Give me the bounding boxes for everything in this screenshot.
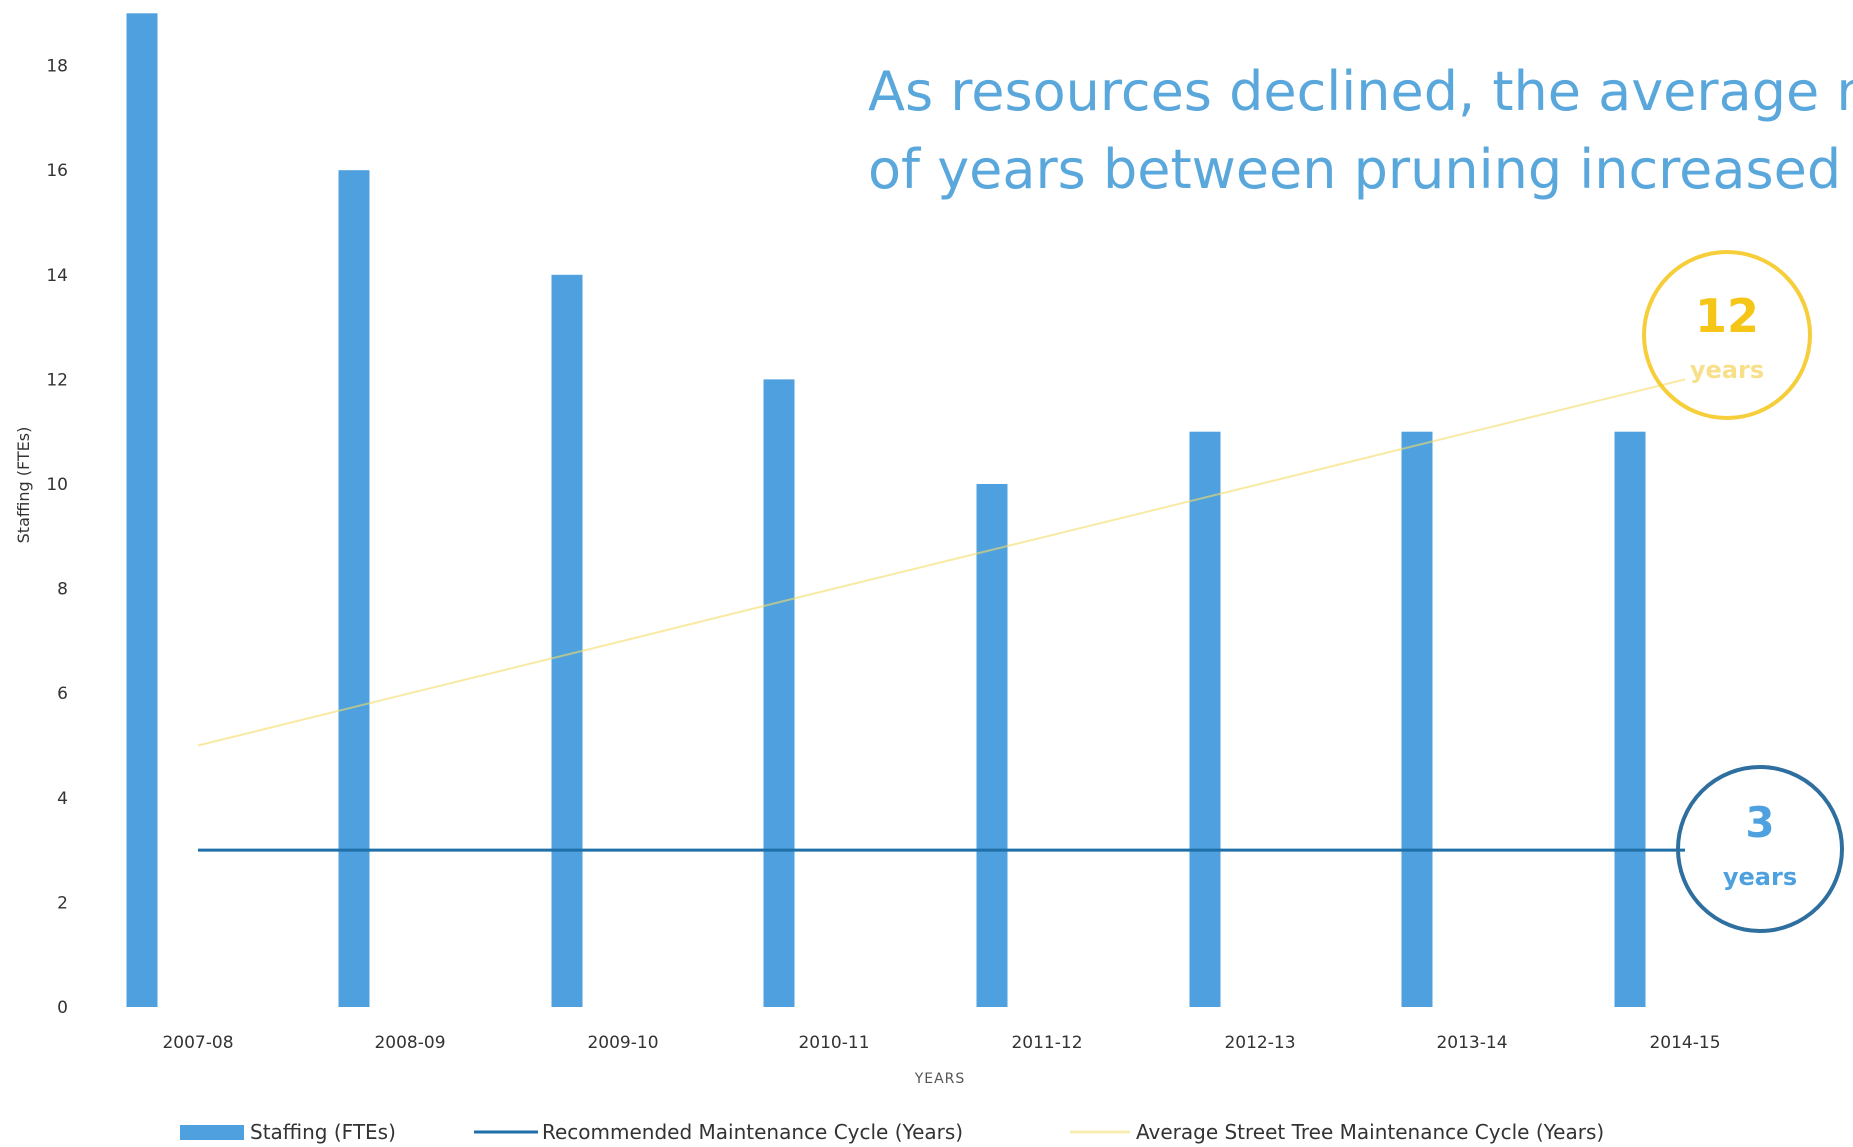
y-tick-label: 2 [57, 893, 68, 913]
bar-2009-10 [551, 274, 583, 1007]
legend-swatch-staffing [180, 1125, 244, 1140]
callout-value-recommended: 3 [1745, 798, 1774, 847]
y-tick-label: 10 [46, 475, 68, 495]
y-tick-label: 6 [57, 684, 68, 704]
y-tick-label: 8 [57, 580, 68, 600]
callouts: 12 years 3 years [1642, 250, 1844, 933]
chart-title-line-1: As resources declined, the average nu [868, 60, 1853, 123]
bar-2010-11 [763, 379, 795, 1007]
average-cycle-line [197, 378, 1686, 747]
y-tick-label: 4 [57, 789, 68, 809]
x-tick-label: 2009-10 [587, 1033, 658, 1053]
x-tick-label: 2013-14 [1436, 1033, 1507, 1053]
callout-circle-average [1642, 250, 1812, 420]
x-axis-label: YEARS [914, 1071, 966, 1087]
y-tick-label: 16 [46, 161, 68, 181]
y-tick-label: 14 [46, 266, 68, 286]
y-axis-label: Staffing (FTEs) [14, 427, 33, 544]
x-tick-label: 2008-09 [374, 1033, 445, 1053]
bar-2008-09 [338, 170, 370, 1007]
callout-label-recommended: years [1723, 863, 1797, 891]
callout-circle-recommended [1676, 765, 1844, 933]
bar-2011-12 [976, 484, 1008, 1007]
x-tick-label: 2012-13 [1224, 1033, 1295, 1053]
y-tick-label: 0 [57, 998, 68, 1018]
bar-2014-15 [1614, 431, 1646, 1007]
chart-title-line-2: of years between pruning increased [868, 138, 1841, 201]
bar-2007-08 [126, 13, 158, 1008]
callout-value-average: 12 [1695, 289, 1759, 343]
x-tick-label: 2010-11 [798, 1033, 869, 1053]
line-series [197, 378, 1686, 852]
y-axis-ticks: 0 2 4 6 8 10 12 14 16 18 [46, 57, 68, 1018]
callout-label-average: years [1690, 356, 1764, 384]
legend: Staffing (FTEs) Recommended Maintenance C… [180, 1120, 1604, 1144]
x-axis-ticks: 2007-08 2008-09 2009-10 2010-11 2011-12 2012-… [162, 1033, 1720, 1053]
bar-2012-13 [1189, 431, 1221, 1007]
legend-label-average: Average Street Tree Maintenance Cycle (Y… [1136, 1120, 1604, 1144]
bar-series [126, 13, 1646, 1008]
x-tick-label: 2011-12 [1011, 1033, 1082, 1053]
bar-2013-14 [1401, 431, 1433, 1007]
y-tick-label: 18 [46, 57, 68, 77]
legend-label-staffing: Staffing (FTEs) [250, 1120, 396, 1144]
x-tick-label: 2007-08 [162, 1033, 233, 1053]
y-tick-label: 12 [46, 370, 68, 390]
legend-label-recommended: Recommended Maintenance Cycle (Years) [542, 1120, 963, 1144]
x-tick-label: 2014-15 [1649, 1033, 1720, 1053]
